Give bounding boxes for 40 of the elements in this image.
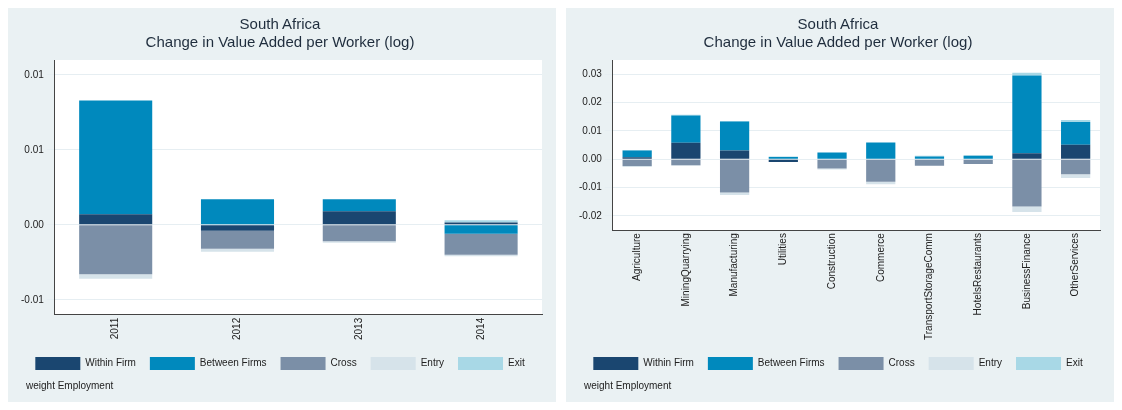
y-tick-label: 0.03 xyxy=(582,67,603,79)
legend-label: Entry xyxy=(420,357,445,369)
chart-title: South Africa xyxy=(239,15,322,33)
y-tick-label: -0.01 xyxy=(579,181,603,193)
y-tick-label: 0.00 xyxy=(582,152,603,164)
chart-subtitle: Change in Value Added per Worker (log) xyxy=(703,33,973,51)
legend-label: Within Firm xyxy=(85,357,136,369)
x-tick-label: OtherServices xyxy=(1069,233,1081,297)
x-tick-label: Commerce xyxy=(874,232,886,283)
x-tick-label: MiningQuarrying xyxy=(679,233,691,307)
y-tick-label: 0.01 xyxy=(24,68,45,80)
x-tick-label: Construction xyxy=(825,233,837,290)
legend-label: Cross xyxy=(330,357,357,369)
text: weight Employment xyxy=(584,380,673,391)
legend-label: Exit xyxy=(1066,357,1083,369)
y-tick-label: -0.01 xyxy=(21,293,45,305)
legend-label: Between Firms xyxy=(757,357,825,369)
y-tick-label: 0.00 xyxy=(24,218,45,230)
text: weight Employment xyxy=(26,380,115,391)
y-tick-label: 0.01 xyxy=(582,124,603,136)
legend-label: Within Firm xyxy=(643,357,694,369)
legend-label: Between Firms xyxy=(199,357,267,369)
y-tick-label: 0.01 xyxy=(24,143,45,155)
chart-title: South Africa xyxy=(797,15,880,33)
y-tick-label: 0.02 xyxy=(582,96,603,108)
x-tick-label: HotelsRestaurants xyxy=(971,233,983,316)
chart-subtitle: Change in Value Added per Worker (log) xyxy=(145,33,415,51)
x-tick-label: TransportStorageComm xyxy=(923,233,935,340)
x-tick-label: 2011 xyxy=(109,317,121,340)
x-tick-label: BusinessFinance xyxy=(1020,232,1032,310)
legend-label: Entry xyxy=(978,357,1003,369)
x-tick-label: Agriculture xyxy=(630,232,642,281)
x-tick-label: 2012 xyxy=(231,317,243,340)
legend-label: Exit xyxy=(508,357,525,369)
legend-label: Cross xyxy=(888,357,915,369)
y-tick-label: -0.02 xyxy=(579,209,603,221)
x-tick-label: 2013 xyxy=(353,317,365,340)
x-tick-label: Utilities xyxy=(777,233,789,266)
x-tick-label: 2014 xyxy=(474,317,486,340)
x-tick-label: Manufacturing xyxy=(728,233,740,297)
